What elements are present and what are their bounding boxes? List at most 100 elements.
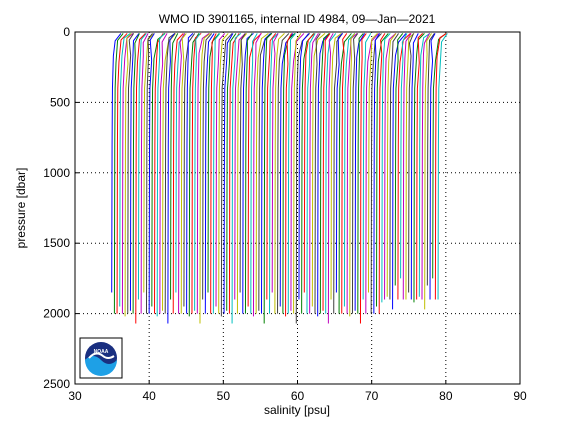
profile-line: [408, 33, 414, 293]
profile-line: [202, 33, 213, 300]
y-tick-label: 500: [50, 95, 70, 109]
profile-line: [325, 33, 337, 314]
profile-line: [215, 33, 226, 307]
profile-line: [255, 33, 269, 314]
profile-line: [263, 33, 273, 324]
profile-line: [266, 33, 277, 300]
profile-line: [341, 33, 348, 314]
profile-line: [172, 33, 184, 314]
profile-line: [178, 33, 185, 314]
profile-line: [119, 33, 131, 307]
profile-line: [121, 33, 134, 314]
profile-line: [204, 33, 215, 314]
profile-line: [239, 33, 246, 293]
profile-line: [434, 32, 447, 300]
profile-line: [148, 33, 155, 314]
profile-line: [349, 33, 356, 317]
profile-line: [250, 33, 258, 314]
profile-line: [319, 33, 330, 314]
profile-line: [362, 33, 372, 300]
profile-line: [359, 33, 367, 324]
x-axis-label: salinity [psu]: [264, 403, 330, 417]
profile-line: [330, 33, 342, 300]
profile-line: [145, 33, 153, 314]
profile-line: [277, 33, 290, 314]
profile-line: [234, 33, 246, 300]
profile-line: [269, 33, 279, 314]
profile-line: [290, 33, 305, 311]
profile-line: [416, 33, 424, 300]
profile-line: [159, 33, 168, 314]
profile-line: [199, 33, 211, 324]
profile-line: [135, 33, 146, 324]
profile-line: [429, 33, 436, 300]
profile-line: [400, 33, 408, 279]
profile-line: [384, 33, 397, 300]
profile-line: [196, 33, 210, 314]
profile-line: [418, 32, 431, 297]
profile-line: [338, 33, 352, 314]
profile-line: [231, 33, 242, 324]
profile-line: [170, 33, 179, 300]
profile-line: [392, 33, 407, 310]
profile-line: [405, 33, 415, 300]
noaa-logo-icon: NOAA: [79, 337, 123, 379]
profile-line: [210, 33, 217, 314]
profile-line: [207, 33, 220, 293]
profile-line: [386, 33, 397, 297]
profile-line: [164, 33, 176, 314]
profile-line: [322, 33, 331, 311]
profile-line: [124, 33, 132, 317]
profile-line: [424, 33, 432, 310]
chart-title: WMO ID 3901165, internal ID 4984, 09—Jan…: [159, 12, 436, 26]
profile-line: [244, 33, 253, 314]
profile-line: [212, 33, 221, 314]
profile-line: [389, 33, 399, 300]
profile-line: [287, 33, 296, 314]
profile-line: [143, 33, 155, 293]
x-tick-label: 90: [513, 389, 527, 403]
profile-line: [127, 33, 135, 314]
profile-line: [303, 33, 315, 293]
profile-line: [421, 33, 430, 300]
x-axis-ticks: 30 40 50 60 70 80 90: [68, 380, 527, 403]
profile-line: [274, 33, 285, 314]
profile-line: [357, 33, 364, 314]
profile-line: [226, 33, 237, 311]
profile-line: [194, 33, 201, 311]
profile-line: [261, 33, 271, 314]
profile-line: [311, 33, 326, 307]
y-tick-label: 2000: [43, 307, 70, 321]
noaa-logo-text: NOAA: [94, 349, 109, 355]
y-axis-label: pressure [dbar]: [14, 168, 28, 249]
y-tick-label: 1000: [43, 166, 70, 180]
profile-line: [351, 33, 359, 314]
profile-line: [368, 33, 378, 293]
profile-line: [271, 33, 279, 293]
profile-line: [327, 33, 334, 324]
profile-line: [183, 33, 196, 307]
profile-line: [191, 33, 202, 314]
y-tick-label: 0: [63, 25, 70, 39]
profile-line: [167, 33, 176, 324]
profile-line: [293, 33, 302, 314]
profile-line: [306, 33, 316, 314]
profile-line: [285, 33, 293, 317]
x-tick-label: 80: [439, 389, 453, 403]
profile-line: [394, 33, 404, 286]
profile-line: [402, 33, 412, 300]
x-tick-label: 30: [68, 389, 82, 403]
profile-line: [156, 33, 165, 317]
profile-line: [373, 33, 381, 314]
profile-line: [410, 33, 419, 300]
profile-lines: [111, 32, 448, 324]
profile-line: [129, 33, 140, 311]
profile-line: [242, 33, 254, 314]
profile-line: [354, 33, 366, 311]
profile-line: [132, 33, 140, 314]
profile-line: [309, 33, 319, 314]
profile-line: [247, 33, 262, 307]
profile-line: [180, 33, 187, 314]
y-tick-label: 1500: [43, 236, 70, 250]
